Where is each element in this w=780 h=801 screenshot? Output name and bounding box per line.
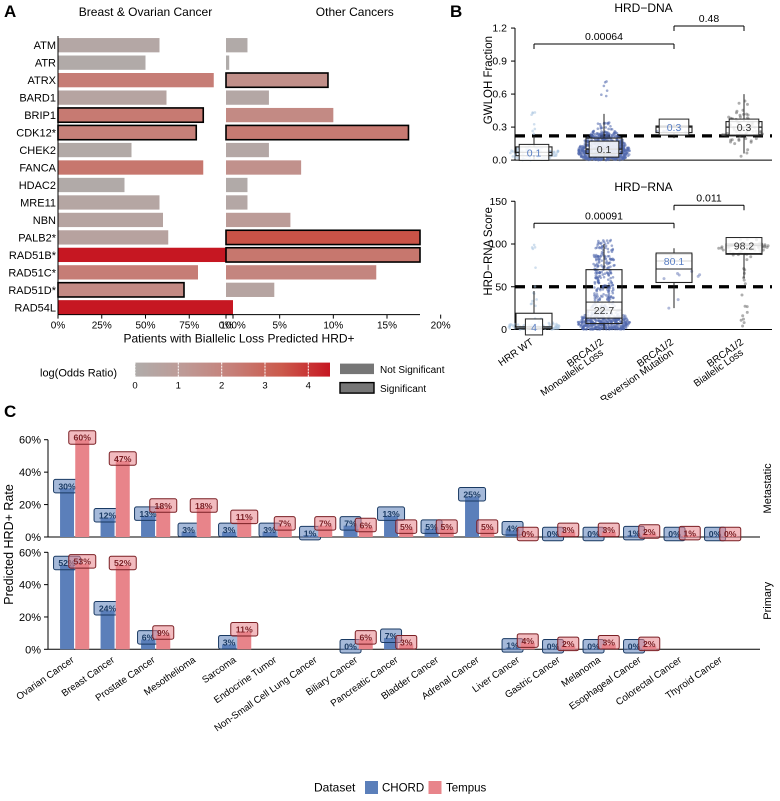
svg-text:BRIP1: BRIP1 xyxy=(24,110,56,122)
svg-text:52%: 52% xyxy=(114,558,132,568)
svg-text:47%: 47% xyxy=(114,454,132,464)
svg-text:12%: 12% xyxy=(99,511,117,521)
svg-text:log(Odds Ratio): log(Odds Ratio) xyxy=(40,368,117,380)
svg-text:Pancreatic Cancer: Pancreatic Cancer xyxy=(329,654,401,709)
svg-text:11%: 11% xyxy=(236,512,253,522)
svg-text:HDAC2: HDAC2 xyxy=(19,180,56,192)
svg-text:20%: 20% xyxy=(431,321,451,332)
svg-text:11%: 11% xyxy=(236,625,253,635)
svg-text:1%: 1% xyxy=(683,528,696,538)
svg-text:3%: 3% xyxy=(602,637,615,647)
svg-text:FANCA: FANCA xyxy=(19,163,56,175)
svg-text:13%: 13% xyxy=(382,509,400,519)
svg-text:0%: 0% xyxy=(51,321,66,332)
svg-text:2%: 2% xyxy=(643,639,656,649)
svg-text:6%: 6% xyxy=(359,633,372,643)
svg-text:3%: 3% xyxy=(400,637,413,647)
svg-text:0%: 0% xyxy=(25,532,41,544)
svg-text:RAD51B*: RAD51B* xyxy=(9,250,57,262)
svg-text:7%: 7% xyxy=(319,519,332,529)
svg-text:Breast & Ovarian Cancer: Breast & Ovarian Cancer xyxy=(79,5,212,19)
svg-text:PALB2*: PALB2* xyxy=(18,232,56,244)
svg-text:0%: 0% xyxy=(219,321,234,332)
svg-text:Dataset: Dataset xyxy=(314,781,356,795)
svg-text:3%: 3% xyxy=(602,525,615,535)
svg-text:5%: 5% xyxy=(481,522,494,532)
svg-text:60%: 60% xyxy=(19,547,41,559)
svg-text:30%: 30% xyxy=(58,481,76,491)
svg-text:5%: 5% xyxy=(272,321,287,332)
svg-text:Other Cancers: Other Cancers xyxy=(316,5,394,19)
svg-text:Esophageal Cancer: Esophageal Cancer xyxy=(567,654,644,712)
svg-text:RAD54L: RAD54L xyxy=(14,302,56,314)
svg-text:0%: 0% xyxy=(521,529,534,539)
svg-text:0%: 0% xyxy=(724,529,737,539)
svg-text:1: 1 xyxy=(176,381,181,392)
svg-text:RAD51C*: RAD51C* xyxy=(8,267,56,279)
svg-text:18%: 18% xyxy=(195,501,213,511)
svg-text:10%: 10% xyxy=(323,321,343,332)
svg-text:0: 0 xyxy=(132,381,137,392)
svg-text:3%: 3% xyxy=(223,525,236,535)
svg-text:Not Significant: Not Significant xyxy=(380,365,445,376)
svg-text:18%: 18% xyxy=(155,501,173,511)
svg-text:Primary: Primary xyxy=(762,581,774,619)
svg-text:Metastatic: Metastatic xyxy=(762,463,774,514)
svg-text:2: 2 xyxy=(219,381,224,392)
svg-text:60%: 60% xyxy=(19,435,41,447)
svg-text:4%: 4% xyxy=(521,636,534,646)
svg-text:3%: 3% xyxy=(223,637,236,647)
svg-text:5%: 5% xyxy=(440,522,453,532)
svg-text:ATR: ATR xyxy=(35,58,56,70)
svg-text:4: 4 xyxy=(306,381,311,392)
svg-text:CHORD: CHORD xyxy=(382,783,424,795)
svg-text:9%: 9% xyxy=(157,628,170,638)
svg-text:7%: 7% xyxy=(278,519,291,529)
svg-text:1%: 1% xyxy=(304,528,317,538)
svg-text:Predicted HRD+ Rate: Predicted HRD+ Rate xyxy=(2,484,16,605)
svg-text:Significant: Significant xyxy=(380,384,426,395)
svg-text:50%: 50% xyxy=(135,321,155,332)
svg-text:20%: 20% xyxy=(19,500,41,512)
svg-text:20%: 20% xyxy=(19,612,41,624)
svg-text:0%: 0% xyxy=(25,644,41,656)
svg-text:3: 3 xyxy=(262,381,267,392)
svg-text:BARD1: BARD1 xyxy=(19,93,56,105)
svg-text:53%: 53% xyxy=(74,557,92,567)
svg-text:ATM: ATM xyxy=(34,40,56,52)
svg-text:ATRX: ATRX xyxy=(27,75,56,87)
svg-text:2%: 2% xyxy=(562,639,575,649)
svg-text:CHEK2: CHEK2 xyxy=(19,145,56,157)
svg-text:Tempus: Tempus xyxy=(446,783,487,795)
svg-text:3%: 3% xyxy=(562,525,575,535)
svg-text:25%: 25% xyxy=(463,489,481,499)
svg-text:MRE11: MRE11 xyxy=(20,197,56,209)
svg-text:25%: 25% xyxy=(92,321,112,332)
svg-text:6%: 6% xyxy=(359,520,372,530)
svg-text:5%: 5% xyxy=(400,522,413,532)
svg-text:15%: 15% xyxy=(377,321,397,332)
svg-text:40%: 40% xyxy=(19,467,41,479)
svg-text:CDK12*: CDK12* xyxy=(16,128,56,140)
svg-text:24%: 24% xyxy=(99,604,117,614)
svg-text:3%: 3% xyxy=(182,525,195,535)
svg-text:2%: 2% xyxy=(643,527,656,537)
svg-text:60%: 60% xyxy=(74,433,92,443)
svg-text:75%: 75% xyxy=(179,321,199,332)
svg-text:Patients with Biallelic Loss P: Patients with Biallelic Loss Predicted H… xyxy=(123,332,354,346)
svg-text:RAD51D*: RAD51D* xyxy=(8,285,56,297)
svg-text:NBN: NBN xyxy=(33,215,56,227)
svg-text:40%: 40% xyxy=(19,580,41,592)
